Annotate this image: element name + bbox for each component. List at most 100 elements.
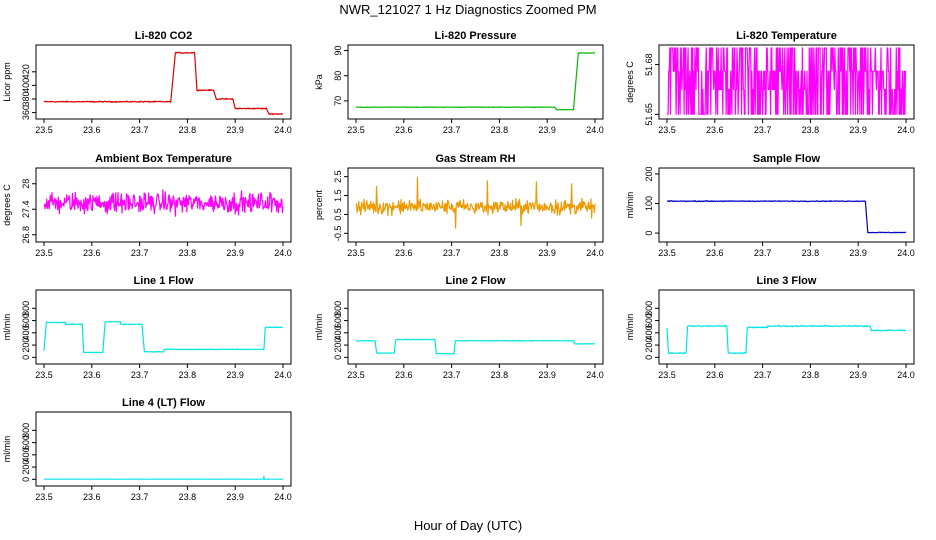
x-tick-label: 24.0 bbox=[897, 125, 915, 135]
y-tick-label: 100 bbox=[644, 196, 654, 211]
x-tick-label: 23.7 bbox=[131, 248, 149, 258]
y-tick-label: 51.65 bbox=[644, 103, 654, 126]
y-tick-label: 51.68 bbox=[644, 53, 654, 76]
y-tick-label: 80 bbox=[333, 71, 343, 81]
y-tick-label: 800 bbox=[333, 301, 343, 316]
y-tick-label: 380 bbox=[21, 91, 31, 106]
chart-panel-6: Sample Flow 23.5 23.6 23.7 23.8 23.9 24.0 0 100 2… bbox=[625, 153, 915, 258]
y-axis-label: ml/min bbox=[2, 314, 12, 341]
y-tick-label: 0 bbox=[644, 231, 654, 236]
x-tick-label: 23.5 bbox=[35, 125, 53, 135]
x-tick-label: 23.6 bbox=[83, 248, 101, 258]
x-tick-label: 23.8 bbox=[491, 370, 509, 380]
plot-frame bbox=[35, 411, 292, 487]
x-tick-label: 23.9 bbox=[538, 125, 556, 135]
x-tick-label: 23.5 bbox=[658, 248, 676, 258]
panel-title: Line 2 Flow bbox=[446, 275, 506, 287]
x-tick-label: 24.0 bbox=[586, 125, 604, 135]
y-tick-label: 400 bbox=[21, 325, 31, 340]
x-tick-label: 23.6 bbox=[395, 125, 413, 135]
x-tick-label: 23.8 bbox=[179, 248, 197, 258]
x-tick-label: 23.9 bbox=[849, 370, 867, 380]
x-tick-label: 23.6 bbox=[706, 248, 724, 258]
x-tick-label: 23.7 bbox=[754, 125, 772, 135]
x-tick-label: 23.8 bbox=[179, 125, 197, 135]
x-tick-label: 23.5 bbox=[347, 125, 365, 135]
x-tick-label: 23.5 bbox=[35, 370, 53, 380]
panel-title: Li-820 CO2 bbox=[135, 30, 192, 42]
y-tick-label: 800 bbox=[21, 423, 31, 438]
plot-frame bbox=[35, 44, 292, 120]
y-tick-label: 0 bbox=[21, 477, 31, 482]
plot-frame bbox=[658, 44, 915, 120]
panel-title: Gas Stream RH bbox=[435, 153, 515, 165]
x-tick-label: 23.8 bbox=[802, 370, 820, 380]
panel-title: Line 1 Flow bbox=[134, 275, 194, 287]
x-tick-label: 23.5 bbox=[35, 248, 53, 258]
x-tick-label: 23.6 bbox=[395, 248, 413, 258]
x-tick-label: 24.0 bbox=[897, 370, 915, 380]
plot-frame bbox=[658, 289, 915, 365]
y-tick-label: 600 bbox=[21, 435, 31, 450]
x-tick-label: 23.9 bbox=[538, 370, 556, 380]
y-tick-label: 1.5 bbox=[333, 189, 343, 202]
x-tick-label: 24.0 bbox=[274, 370, 292, 380]
figure-title: NWR_121027 1 Hz Diagnostics Zoomed PM bbox=[339, 2, 596, 17]
plot-frame bbox=[35, 289, 292, 365]
panel-title: Line 3 Flow bbox=[757, 275, 817, 287]
x-axis-label: Hour of Day (UTC) bbox=[414, 518, 522, 533]
x-tick-label: 23.6 bbox=[706, 125, 724, 135]
chart-panel-5: Gas Stream RH 23.5 23.6 23.7 23.8 23.9 24.0 -0.… bbox=[314, 153, 604, 258]
series-line bbox=[355, 338, 596, 355]
y-tick-label: 0 bbox=[21, 355, 31, 360]
x-tick-label: 23.7 bbox=[443, 370, 461, 380]
x-tick-label: 23.7 bbox=[131, 125, 149, 135]
y-tick-label: 200 bbox=[21, 338, 31, 353]
x-tick-label: 23.9 bbox=[849, 125, 867, 135]
y-tick-label: 26.8 bbox=[21, 226, 31, 244]
y-tick-label: 28 bbox=[21, 179, 31, 189]
y-tick-label: 90 bbox=[333, 46, 343, 56]
plot-frame bbox=[347, 289, 604, 365]
x-tick-label: 23.5 bbox=[35, 492, 53, 502]
x-tick-label: 24.0 bbox=[897, 248, 915, 258]
x-tick-label: 23.8 bbox=[491, 125, 509, 135]
x-tick-label: 23.9 bbox=[226, 125, 244, 135]
series-line bbox=[355, 52, 595, 111]
x-tick-label: 23.7 bbox=[443, 248, 461, 258]
chart-panel-3: Li-820 Temperature 23.5 23.6 23.7 23.8 23.9 24… bbox=[625, 30, 915, 135]
y-axis-label: percent bbox=[314, 189, 324, 220]
x-tick-label: 24.0 bbox=[586, 370, 604, 380]
series-line bbox=[43, 320, 283, 354]
x-tick-label: 23.6 bbox=[83, 370, 101, 380]
x-tick-label: 24.0 bbox=[586, 248, 604, 258]
y-axis-label: ml/min bbox=[625, 314, 635, 341]
y-tick-label: 0.5 bbox=[333, 208, 343, 221]
series-line bbox=[667, 47, 906, 115]
y-tick-label: 200 bbox=[644, 166, 654, 181]
x-tick-label: 23.5 bbox=[658, 370, 676, 380]
panel-title: Li-820 Temperature bbox=[736, 30, 837, 42]
series-line bbox=[43, 51, 283, 116]
y-tick-label: 0 bbox=[644, 355, 654, 360]
panel-title: Sample Flow bbox=[753, 153, 821, 165]
y-tick-label: 400 bbox=[21, 447, 31, 462]
y-axis-label: Licor ppm bbox=[2, 62, 12, 102]
y-axis-label: degrees C bbox=[625, 61, 635, 103]
chart-panel-7: Line 1 Flow 23.5 23.6 23.7 23.8 23.9 24.0 0 2004… bbox=[2, 275, 292, 380]
x-tick-label: 24.0 bbox=[274, 248, 292, 258]
series-line bbox=[666, 324, 907, 355]
y-tick-label: 200 bbox=[333, 338, 343, 353]
x-tick-label: 23.8 bbox=[491, 248, 509, 258]
y-tick-label: 27.4 bbox=[21, 200, 31, 218]
y-tick-label: -0.5 bbox=[333, 226, 343, 242]
chart-panel-8: Line 2 Flow 23.5 23.6 23.7 23.8 23.9 24.0 0 2004… bbox=[314, 275, 604, 380]
x-tick-label: 23.8 bbox=[802, 248, 820, 258]
x-tick-label: 23.6 bbox=[706, 370, 724, 380]
y-tick-label: 70 bbox=[333, 96, 343, 106]
chart-panel-1: Li-820 CO2 23.5 23.6 23.7 23.8 23.9 24.0 360380… bbox=[2, 30, 292, 135]
panels-group: Li-820 CO2 23.5 23.6 23.7 23.8 23.9 24.0 360380… bbox=[2, 30, 915, 502]
y-tick-label: 600 bbox=[644, 313, 654, 328]
x-tick-label: 23.8 bbox=[179, 370, 197, 380]
